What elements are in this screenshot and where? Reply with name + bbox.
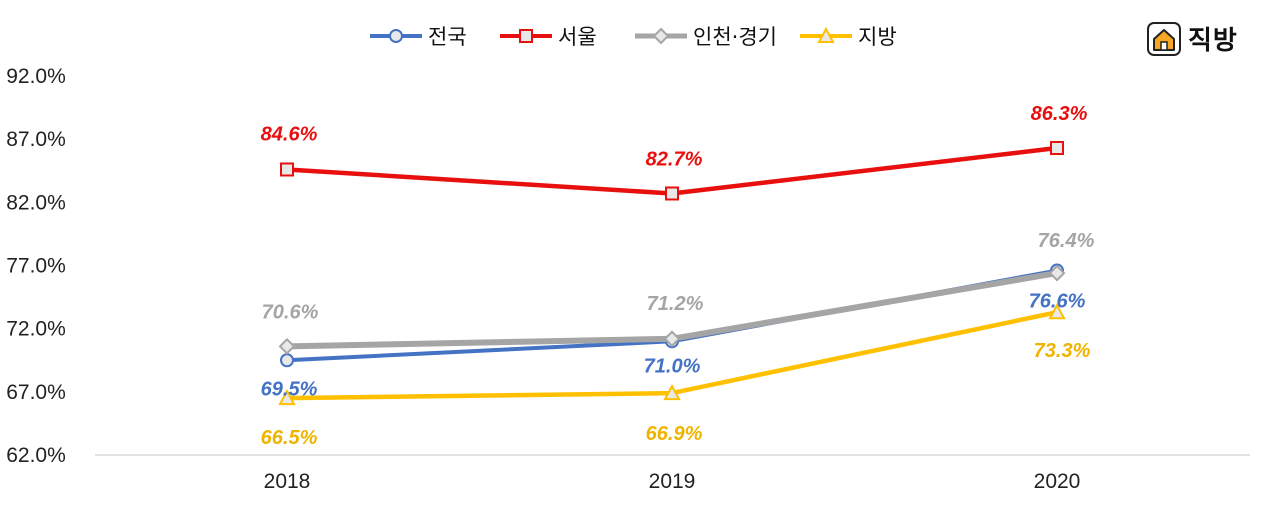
data-label: 71.0%	[644, 355, 701, 377]
x-axis: 2018 2019 2020	[264, 470, 1081, 493]
legend: 전국 서울 인천·경기 지방	[370, 25, 897, 49]
legend-marker	[389, 29, 403, 43]
data-label: 86.3%	[1031, 103, 1088, 125]
y-tick-label: 87.0%	[6, 128, 66, 151]
data-point	[663, 383, 681, 401]
brand-logo: 직방	[1146, 20, 1238, 57]
data-label: 76.4%	[1038, 230, 1095, 252]
legend-label: 서울	[558, 25, 597, 49]
y-tick-label: 72.0%	[6, 318, 66, 341]
data-label: 69.5%	[261, 378, 318, 400]
y-tick-label: 77.0%	[6, 255, 66, 278]
y-tick-label: 62.0%	[6, 444, 66, 467]
legend-label: 전국	[428, 25, 467, 49]
data-label: 82.7%	[646, 148, 703, 170]
legend-marker	[652, 27, 670, 45]
legend-item: 서울	[500, 25, 597, 49]
series-1	[280, 141, 1064, 201]
data-label: 76.6%	[1029, 291, 1086, 313]
house-logo-icon	[1147, 21, 1181, 56]
legend-marker	[817, 26, 835, 43]
data-point	[1050, 141, 1064, 156]
data-point	[1048, 303, 1066, 320]
legend-item: 인천·경기	[635, 25, 777, 49]
data-point	[280, 162, 294, 177]
data-label: 70.6%	[262, 301, 319, 323]
series-3	[278, 303, 1066, 406]
data-point	[278, 337, 296, 355]
x-tick-label: 2020	[1034, 470, 1081, 493]
data-label: 84.6%	[261, 123, 318, 145]
data-point	[1048, 264, 1066, 282]
data-point	[278, 389, 296, 406]
legend-label: 인천·경기	[693, 25, 777, 49]
series-layer	[278, 141, 1066, 406]
data-point	[280, 353, 294, 368]
data-label: 73.3%	[1034, 340, 1091, 362]
y-axis: 92.0% 87.0% 82.0% 77.0% 72.0% 67.0% 62.0%	[6, 65, 66, 467]
x-tick-label: 2018	[264, 470, 311, 493]
data-point	[663, 330, 681, 348]
y-tick-label: 67.0%	[6, 381, 66, 404]
y-tick-label: 82.0%	[6, 191, 66, 214]
data-label: 71.2%	[647, 293, 704, 315]
data-label: 66.9%	[646, 423, 703, 445]
y-tick-label: 92.0%	[6, 65, 66, 88]
data-label: 66.5%	[261, 427, 318, 449]
x-tick-label: 2019	[649, 470, 696, 493]
legend-item: 전국	[370, 25, 467, 49]
series-0	[280, 263, 1064, 368]
series-2	[278, 264, 1066, 355]
legend-marker	[519, 29, 533, 43]
legend-label: 지방	[858, 25, 897, 49]
brand-name: 직방	[1188, 26, 1238, 56]
data-point	[665, 186, 679, 201]
legend-item: 지방	[800, 25, 897, 49]
data-labels: 69.5% 71.0% 76.6% 84.6% 82.7% 86.3% 70.6% 71.2%…	[261, 103, 1095, 449]
